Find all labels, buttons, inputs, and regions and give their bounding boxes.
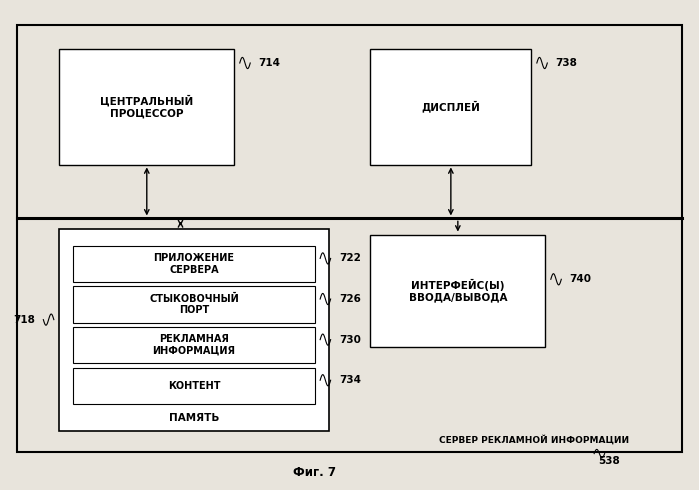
- Text: 734: 734: [339, 375, 361, 385]
- Text: 726: 726: [339, 294, 361, 304]
- Bar: [17, 24, 682, 451]
- Text: ЦЕНТРАЛЬНЫЙ
ПРОЦЕССОР: ЦЕНТРАЛЬНЫЙ ПРОЦЕССОР: [100, 95, 194, 118]
- Text: 738: 738: [556, 58, 577, 68]
- Text: 714: 714: [259, 58, 280, 68]
- Bar: [59, 229, 329, 431]
- Text: 538: 538: [598, 456, 621, 466]
- Bar: [59, 49, 234, 165]
- Bar: [370, 49, 531, 165]
- Bar: [73, 327, 315, 363]
- Text: Фиг. 7: Фиг. 7: [293, 466, 336, 479]
- Text: 730: 730: [339, 335, 361, 344]
- Text: 722: 722: [339, 253, 361, 264]
- Text: ПАМЯТЬ: ПАМЯТЬ: [168, 413, 219, 423]
- Text: РЕКЛАМНАЯ
ИНФОРМАЦИЯ: РЕКЛАМНАЯ ИНФОРМАЦИЯ: [152, 334, 236, 356]
- Bar: [73, 245, 315, 282]
- Text: КОНТЕНТ: КОНТЕНТ: [168, 381, 220, 391]
- Text: ИНТЕРФЕЙС(Ы)
ВВОДА/ВЫВОДА: ИНТЕРФЕЙС(Ы) ВВОДА/ВЫВОДА: [409, 279, 507, 302]
- Bar: [73, 368, 315, 404]
- Bar: [370, 235, 545, 346]
- Text: ДИСПЛЕЙ: ДИСПЛЕЙ: [421, 101, 480, 113]
- Text: 718: 718: [13, 315, 35, 324]
- Text: СТЫКОВОЧНЫЙ
ПОРТ: СТЫКОВОЧНЫЙ ПОРТ: [149, 294, 239, 316]
- Bar: [73, 286, 315, 323]
- Text: ПРИЛОЖЕНИЕ
СЕРВЕРА: ПРИЛОЖЕНИЕ СЕРВЕРА: [154, 253, 234, 275]
- Text: СЕРВЕР РЕКЛАМНОЙ ИНФОРМАЦИИ: СЕРВЕР РЕКЛАМНОЙ ИНФОРМАЦИИ: [439, 435, 629, 444]
- Text: 740: 740: [570, 274, 591, 284]
